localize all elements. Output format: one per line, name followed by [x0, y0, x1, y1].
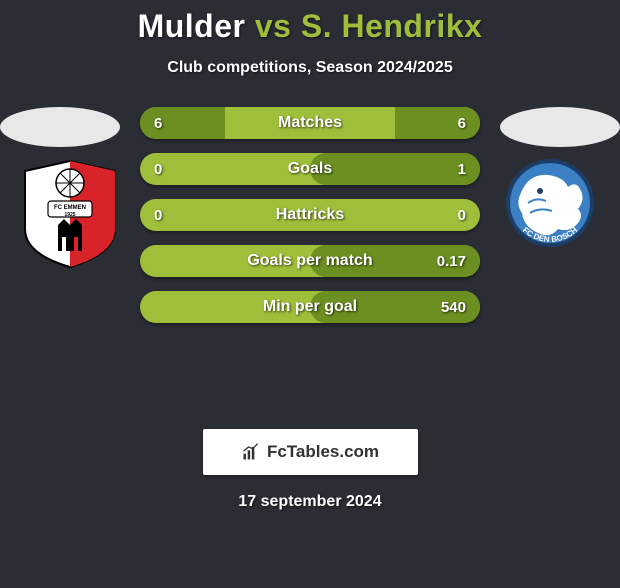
stat-label: Hattricks [276, 206, 344, 224]
subtitle: Club competitions, Season 2024/2025 [0, 59, 620, 77]
fc-den-bosch-crest-icon: FC DEN BOSCH [500, 159, 600, 269]
stat-right-value: 0.17 [437, 253, 466, 270]
page-title: Mulder vs S. Hendrikx [0, 8, 620, 45]
brand-text: FcTables.com [267, 442, 379, 462]
bar-chart-icon [241, 442, 261, 462]
stat-left-value: 6 [154, 115, 162, 132]
stat-label: Goals [288, 160, 332, 178]
stat-right-value: 1 [458, 161, 466, 178]
stat-label: Min per goal [263, 298, 357, 316]
stat-row-min-per-goal: Min per goal 540 [140, 291, 480, 323]
fill-right [395, 107, 480, 139]
player1-name: Mulder [138, 8, 246, 44]
stat-bars: 6 Matches 6 0 Goals 1 0 Hattricks 0 Goal… [140, 107, 480, 323]
stat-right-value: 6 [458, 115, 466, 132]
shadow-ellipse-right [500, 107, 620, 147]
fill-right [310, 153, 480, 185]
date-label: 17 september 2024 [0, 493, 620, 511]
brand-badge: FcTables.com [203, 429, 418, 475]
stat-row-hattricks: 0 Hattricks 0 [140, 199, 480, 231]
stat-right-value: 540 [441, 299, 466, 316]
svg-text:FC EMMEN: FC EMMEN [54, 205, 86, 211]
player2-name: S. Hendrikx [301, 8, 483, 44]
comparison-panel: FC EMMEN 1925 FC DEN BOSCH 6 Matches 6 [0, 107, 620, 407]
stat-left-value: 0 [154, 161, 162, 178]
vs-label: vs [255, 8, 292, 44]
fill-left [140, 107, 225, 139]
stat-row-goals-per-match: Goals per match 0.17 [140, 245, 480, 277]
svg-text:1925: 1925 [64, 212, 75, 218]
team-logo-left: FC EMMEN 1925 [20, 159, 120, 269]
stat-row-matches: 6 Matches 6 [140, 107, 480, 139]
stat-row-goals: 0 Goals 1 [140, 153, 480, 185]
team-logo-right: FC DEN BOSCH [500, 159, 600, 269]
stat-label: Goals per match [247, 252, 372, 270]
stat-left-value: 0 [154, 207, 162, 224]
stat-right-value: 0 [458, 207, 466, 224]
fc-emmen-crest-icon: FC EMMEN 1925 [20, 159, 120, 269]
shadow-ellipse-left [0, 107, 120, 147]
stat-label: Matches [278, 114, 342, 132]
